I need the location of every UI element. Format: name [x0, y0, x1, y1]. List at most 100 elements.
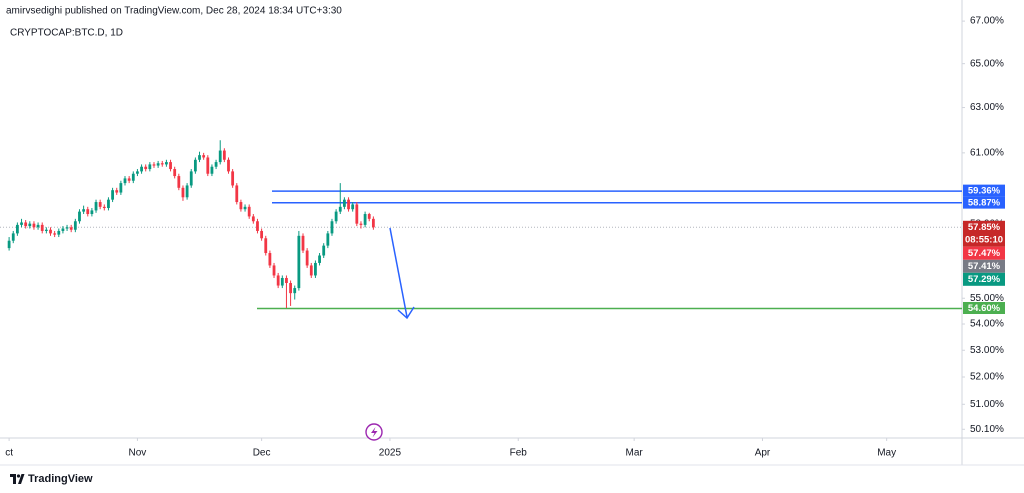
candle-body: [256, 221, 259, 231]
candle-body: [264, 238, 268, 254]
candle-body: [309, 265, 313, 276]
candle-body: [231, 171, 235, 186]
y-tick-label: 50.10%: [970, 424, 1004, 435]
y-tick-label: 63.00%: [970, 102, 1004, 113]
candle-body: [78, 211, 81, 222]
price-label-box: [963, 196, 1005, 209]
x-tick-label: Apr: [755, 448, 771, 459]
candle-body: [214, 162, 218, 167]
candle-body: [90, 210, 94, 215]
candle-body: [86, 209, 90, 215]
candle-body: [355, 204, 359, 224]
candle-body: [247, 206, 251, 217]
y-tick-label: 53.00%: [970, 345, 1004, 356]
candle-body: [24, 222, 28, 227]
candle-body: [144, 166, 148, 170]
x-tick-label: Dec: [253, 448, 271, 459]
x-tick-label: ct: [5, 448, 13, 459]
price-label-box: [963, 184, 1005, 197]
candle-body: [330, 221, 334, 234]
candle-body: [293, 288, 297, 294]
x-tick-label: 2025: [379, 448, 402, 459]
x-tick-label: May: [877, 448, 896, 459]
candle-body: [297, 235, 301, 289]
y-tick-label: 67.00%: [970, 16, 1004, 27]
candle-body: [202, 155, 206, 158]
candle-body: [94, 202, 98, 211]
candle-body: [371, 218, 375, 228]
y-tick-label: 51.00%: [970, 399, 1004, 410]
price-label-box: [963, 246, 1005, 260]
candle-body: [115, 190, 119, 193]
candle-body: [185, 185, 189, 198]
candle-body: [7, 240, 11, 249]
y-tick-label: 61.00%: [970, 147, 1004, 158]
candle-body: [227, 159, 230, 172]
candle-body: [218, 150, 222, 163]
candle-body: [73, 221, 77, 230]
candle-body: [342, 199, 346, 207]
candle-body: [272, 265, 276, 276]
y-tick-label: 55.00%: [970, 293, 1004, 304]
candle-body: [15, 224, 19, 234]
candle-body: [322, 245, 326, 256]
candle-body: [61, 228, 65, 231]
candle-body: [363, 214, 367, 225]
price-label: 59.36%: [968, 186, 1001, 197]
candle-body: [156, 163, 160, 166]
candle-body: [20, 222, 23, 225]
candle-body: [111, 190, 114, 200]
candle-body: [326, 233, 330, 246]
x-tick-label: Feb: [510, 448, 528, 459]
forecast-arrow: [389, 227, 408, 318]
candle-body: [69, 227, 73, 230]
candle-body: [243, 206, 247, 210]
candle-body: [107, 199, 110, 209]
candle-body: [28, 223, 32, 227]
candle-body: [367, 214, 371, 219]
candle-body: [305, 250, 309, 266]
lightning-icon[interactable]: [365, 423, 383, 441]
candle-body: [40, 224, 44, 231]
candle-body: [198, 155, 201, 160]
x-tick-label: Nov: [129, 448, 147, 459]
candle-body: [222, 150, 226, 160]
candle-body: [136, 171, 139, 174]
y-tick-label: 65.00%: [970, 58, 1004, 69]
candle-body: [268, 253, 272, 266]
candle-body: [177, 176, 181, 188]
price-label: 57.85%: [968, 222, 1001, 233]
candle-body: [140, 166, 143, 172]
symbol-title: CRYPTOCAP:BTC.D, 1D: [10, 28, 123, 39]
countdown: 08:55:10: [965, 234, 1003, 245]
candle-body: [148, 164, 152, 170]
candle-body: [127, 178, 131, 181]
candle-body: [152, 164, 156, 166]
candle-body: [318, 255, 321, 263]
candle-body: [123, 178, 127, 184]
candle-body: [165, 162, 168, 165]
candle-body: [131, 173, 135, 181]
tradingview-logo: [10, 474, 25, 484]
candle-body: [334, 211, 338, 222]
candle-body: [251, 216, 255, 222]
forecast-arrow-head: [397, 306, 415, 320]
price-label-box: [963, 259, 1005, 273]
candle-body: [359, 223, 363, 225]
candle-body: [36, 224, 40, 228]
candle-body: [169, 162, 172, 170]
candle-body: [206, 157, 210, 174]
candle-body: [235, 185, 239, 203]
candle-body: [53, 233, 57, 235]
candle-body: [119, 183, 123, 193]
candle-body: [102, 206, 106, 209]
candle-body: [82, 209, 86, 212]
candle-body: [239, 202, 243, 210]
price-label: 58.87%: [968, 198, 1001, 209]
candle-body: [347, 199, 350, 210]
price-label: 57.47%: [968, 248, 1001, 259]
candle-body: [49, 229, 52, 234]
publisher-line: amirvsedighi published on TradingView.co…: [6, 6, 342, 17]
candle-body: [276, 275, 280, 286]
